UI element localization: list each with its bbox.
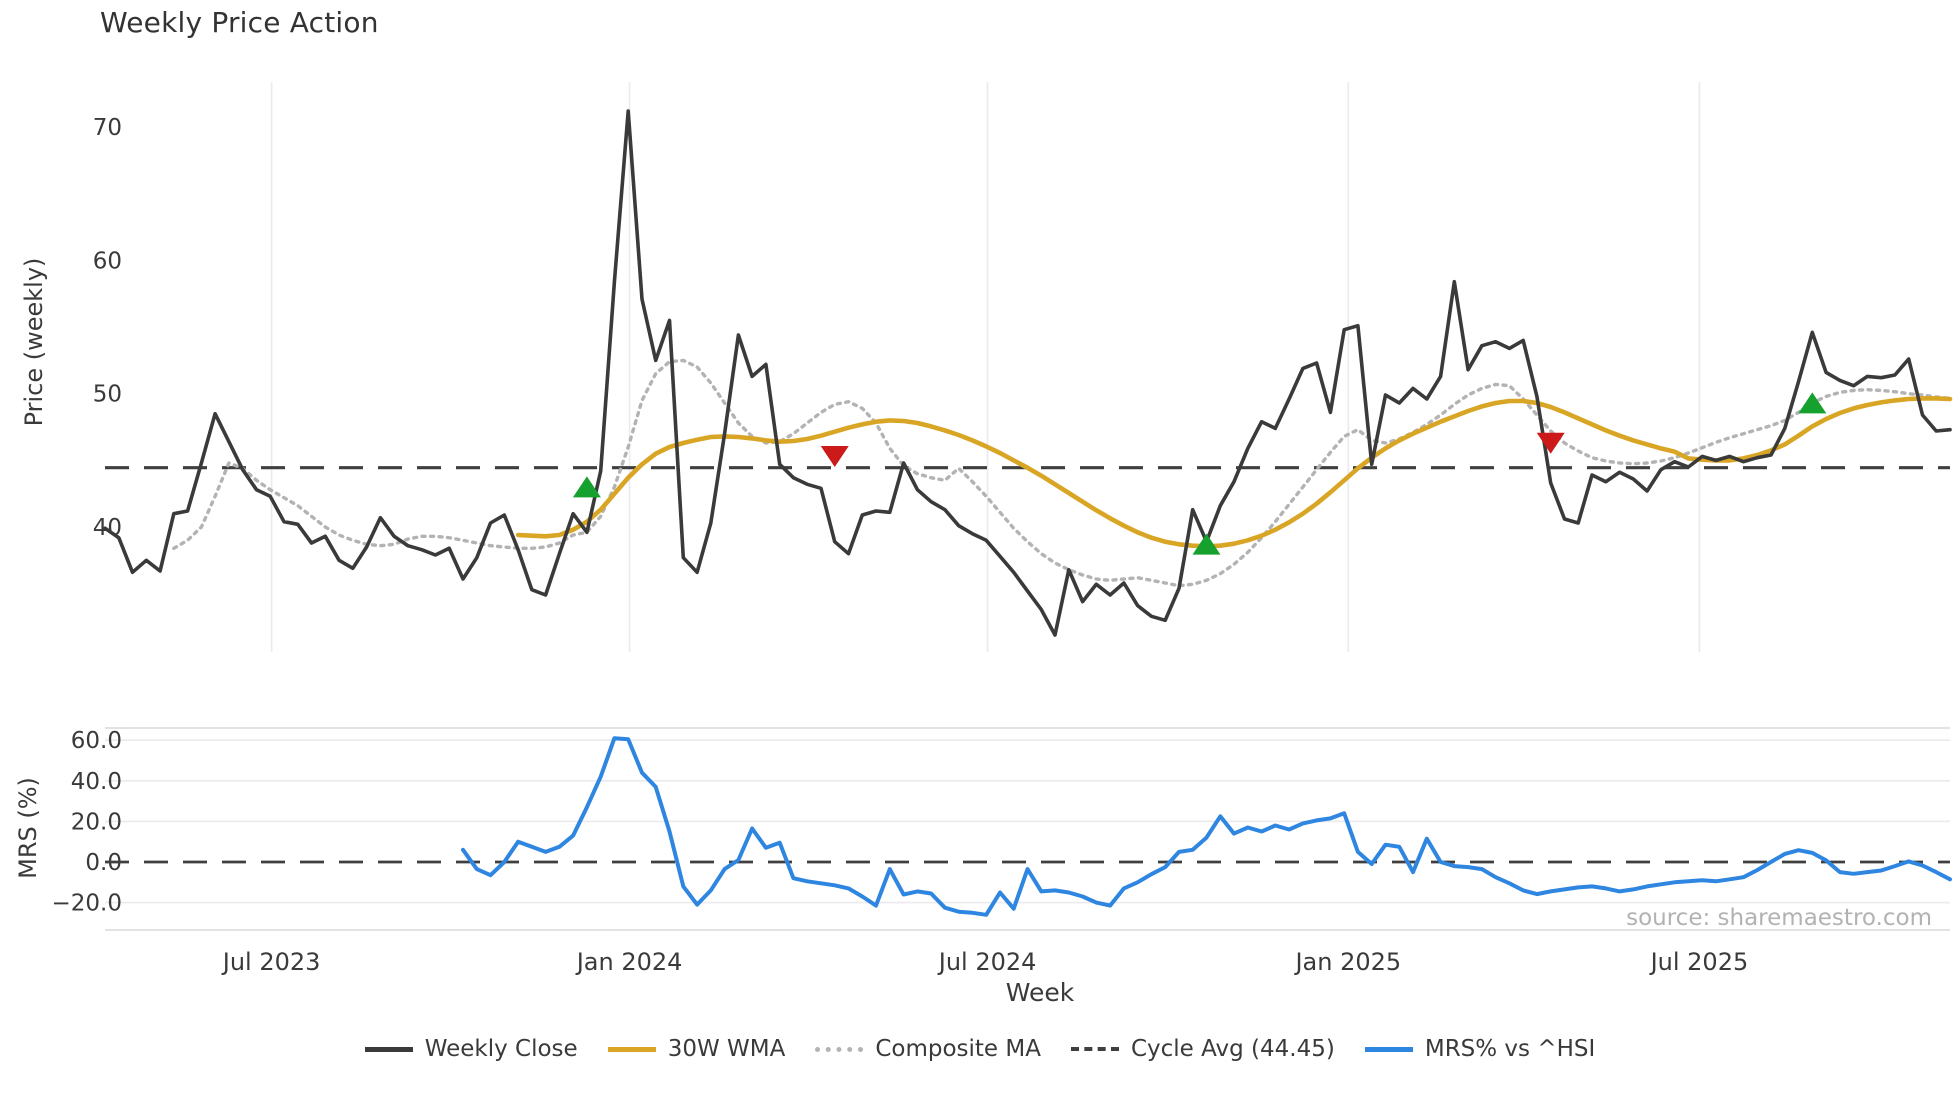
x-tick-label: Jul 2023 [221,948,321,976]
legend-item-mrs: MRS% vs ^HSI [1364,1036,1596,1062]
mrs-line [461,736,1952,917]
buy-signal-marker-icon [572,476,601,498]
mrs-tick-label: 60.0 [71,728,122,754]
price-tick-label: 70 [93,115,122,141]
mrs-axis-label: MRS (%) [14,777,42,879]
legend-swatch-solid-dark-icon [364,1046,413,1052]
mrs-tick-label: −20.0 [52,891,122,917]
chart-legend: Weekly Close 30W WMA Composite MA Cycle … [0,1036,1960,1062]
composite-ma-line [172,358,1952,588]
legend-item-composite: Composite MA [815,1036,1041,1062]
weekly-close-line [103,109,1952,637]
legend-label: Composite MA [875,1036,1041,1062]
price-axis-label: Price (weekly) [20,257,48,427]
x-axis-label: Week [1005,978,1075,1007]
sell-signal-marker-icon [820,446,849,468]
legend-item-cycle-avg: Cycle Avg (44.45) [1070,1036,1335,1062]
x-tick-label: Jul 2025 [1649,948,1749,976]
mrs-tick-label: 20.0 [71,809,122,835]
wma-30w-line [515,396,1953,549]
legend-label: Weekly Close [424,1036,578,1062]
legend-item-wma: 30W WMA [607,1036,786,1062]
price-tick-label: 60 [93,248,122,274]
legend-swatch-solid-blue-icon [1364,1046,1413,1052]
x-tick-label: Jan 2024 [575,948,683,976]
legend-label: 30W WMA [667,1036,786,1062]
legend-swatch-dashed-dark-icon [1070,1047,1119,1051]
price-tick-label: 50 [93,382,122,408]
legend-swatch-solid-gold-icon [607,1046,656,1052]
buy-signal-marker-icon [1192,533,1221,555]
sell-signal-marker-icon [1536,432,1565,454]
mrs-tick-label: 40.0 [71,769,122,795]
x-tick-label: Jan 2025 [1293,948,1401,976]
page-title: Weekly Price Action [100,6,379,39]
x-tick-label: Jul 2024 [937,948,1037,976]
legend-label: MRS% vs ^HSI [1424,1036,1596,1062]
legend-item-weekly-close: Weekly Close [364,1036,578,1062]
legend-swatch-dotted-gray-icon [815,1046,864,1052]
source-watermark: source: sharemaestro.com [1626,905,1932,931]
legend-label: Cycle Avg (44.45) [1130,1036,1335,1062]
buy-signal-marker-icon [1798,392,1827,414]
